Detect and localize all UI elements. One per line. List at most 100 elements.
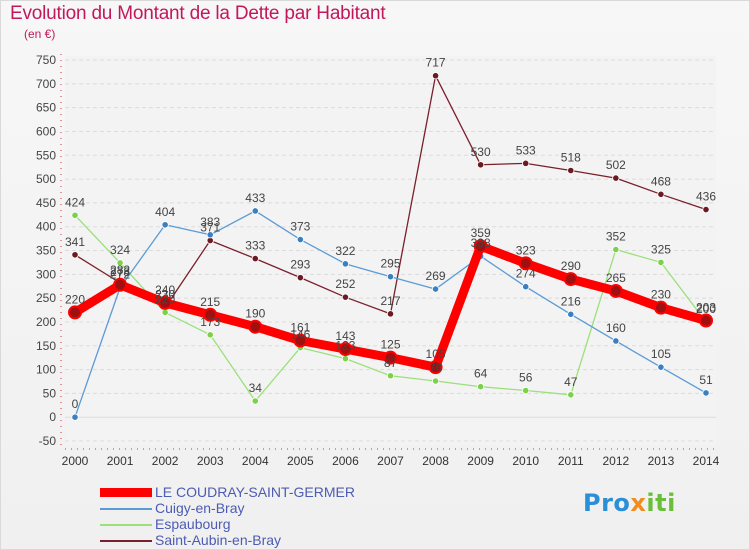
series-point-1 (251, 207, 259, 215)
data-label-2: 87 (384, 356, 398, 370)
legend-label: Saint-Aubin-en-Bray (155, 532, 282, 548)
proxiti-logo: Proxiti (583, 489, 676, 517)
data-labels-layer: 220 278 240 215 190 161 143 125 105 359 323 290 265 2… (65, 56, 716, 411)
series-point-0 (428, 360, 443, 375)
x-tick-label: 2005 (287, 454, 314, 468)
x-tick-label: 2000 (62, 454, 89, 468)
data-label-0: 278 (110, 265, 130, 279)
series-point-2 (251, 397, 259, 405)
data-label-2: 123 (335, 339, 355, 353)
data-label-1: 105 (651, 347, 671, 361)
series-point-2 (386, 372, 395, 380)
series-point-3 (477, 161, 485, 169)
y-tick-label: 700 (36, 77, 56, 91)
series-point-2 (522, 386, 530, 395)
y-tick-label: 200 (36, 315, 56, 329)
series-point-3 (251, 254, 259, 263)
data-label-2: 146 (290, 328, 310, 342)
data-label-1: 274 (516, 267, 536, 281)
data-label-1: 433 (245, 191, 265, 205)
data-label-0: 290 (561, 259, 581, 273)
data-label-2: 324 (110, 243, 130, 257)
y-tick-label: 750 (36, 53, 56, 67)
data-label-3: 533 (516, 143, 536, 157)
y-tick-label: 650 (36, 101, 56, 115)
y-tick-label: -50 (39, 434, 57, 448)
y-tick-label: 600 (36, 124, 56, 138)
data-label-1: 269 (426, 269, 446, 283)
legend-swatch (100, 508, 152, 510)
series-point-1 (702, 389, 710, 397)
series-point-1 (612, 337, 620, 345)
data-label-2: 200 (696, 302, 716, 316)
data-label-2: 76 (429, 361, 443, 375)
series-layer (68, 72, 713, 421)
legend-swatch (100, 488, 152, 497)
data-label-0: 161 (290, 321, 310, 335)
data-label-0: 215 (200, 295, 220, 309)
data-label-0: 240 (155, 283, 175, 297)
data-label-2: 64 (474, 367, 488, 381)
y-tick-label: 550 (36, 148, 56, 162)
series-point-0 (158, 295, 173, 310)
y-tick-label: 100 (36, 363, 56, 377)
x-tick-label: 2012 (603, 454, 630, 468)
series-point-3 (612, 174, 620, 182)
chart-title: Evolution du Montant de la Dette par Hab… (10, 3, 386, 24)
data-label-0: 105 (426, 347, 446, 361)
data-label-3: 436 (696, 190, 716, 204)
series-point-0 (473, 239, 488, 254)
series-point-3 (296, 274, 304, 282)
x-tick-label: 2010 (512, 454, 539, 468)
y-tick-label: 450 (36, 196, 56, 210)
data-label-2: 424 (65, 195, 85, 209)
legend-label: LE COUDRAY-SAINT-GERMER (155, 484, 355, 500)
data-label-2: 173 (200, 315, 220, 329)
y-tick-label: 300 (36, 267, 56, 281)
grid-layer (65, 56, 716, 445)
data-label-3: 717 (426, 56, 446, 70)
data-label-3: 502 (606, 158, 626, 172)
data-label-0: 220 (65, 292, 85, 306)
data-label-3: 252 (335, 277, 355, 291)
data-label-1: 404 (155, 205, 175, 219)
series-point-2 (116, 259, 124, 267)
series-point-0 (563, 272, 578, 287)
series-point-1 (161, 221, 169, 229)
series-point-0 (203, 307, 218, 322)
series-point-2 (206, 331, 214, 339)
data-label-0: 359 (471, 226, 491, 240)
data-label-1: 51 (699, 373, 713, 387)
x-tick-label: 2006 (332, 454, 359, 468)
data-label-3: 230 (155, 288, 175, 302)
data-label-1: 216 (561, 294, 581, 308)
y-tick-label: 50 (43, 386, 57, 400)
x-tick-label: 2001 (107, 454, 134, 468)
x-tick-label: 2004 (242, 454, 269, 468)
data-label-0: 230 (651, 288, 671, 302)
x-tick-label: 2009 (467, 454, 494, 468)
series-point-1 (206, 231, 214, 239)
data-label-0: 190 (245, 307, 265, 321)
data-label-3: 341 (65, 235, 85, 249)
series-point-1 (431, 285, 440, 293)
series-point-0 (68, 305, 82, 320)
data-label-2: 34 (249, 381, 263, 395)
series-point-3 (702, 205, 710, 214)
series-point-1 (522, 283, 530, 291)
series-point-0 (518, 256, 533, 271)
data-label-3: 468 (651, 174, 671, 188)
y-tick-label: 350 (36, 244, 56, 258)
series-point-2 (612, 245, 620, 254)
y-tick-label: 0 (49, 410, 56, 424)
legend-swatch (100, 524, 152, 526)
data-label-0: 143 (335, 329, 355, 343)
series-point-3 (386, 310, 395, 318)
x-tick-label: 2002 (152, 454, 179, 468)
x-tick-label: 2003 (197, 454, 224, 468)
data-label-3: 333 (245, 239, 265, 253)
data-label-3: 282 (110, 263, 130, 277)
series-point-2 (161, 308, 169, 317)
series-point-0 (699, 313, 713, 328)
data-label-3: 518 (561, 150, 581, 164)
